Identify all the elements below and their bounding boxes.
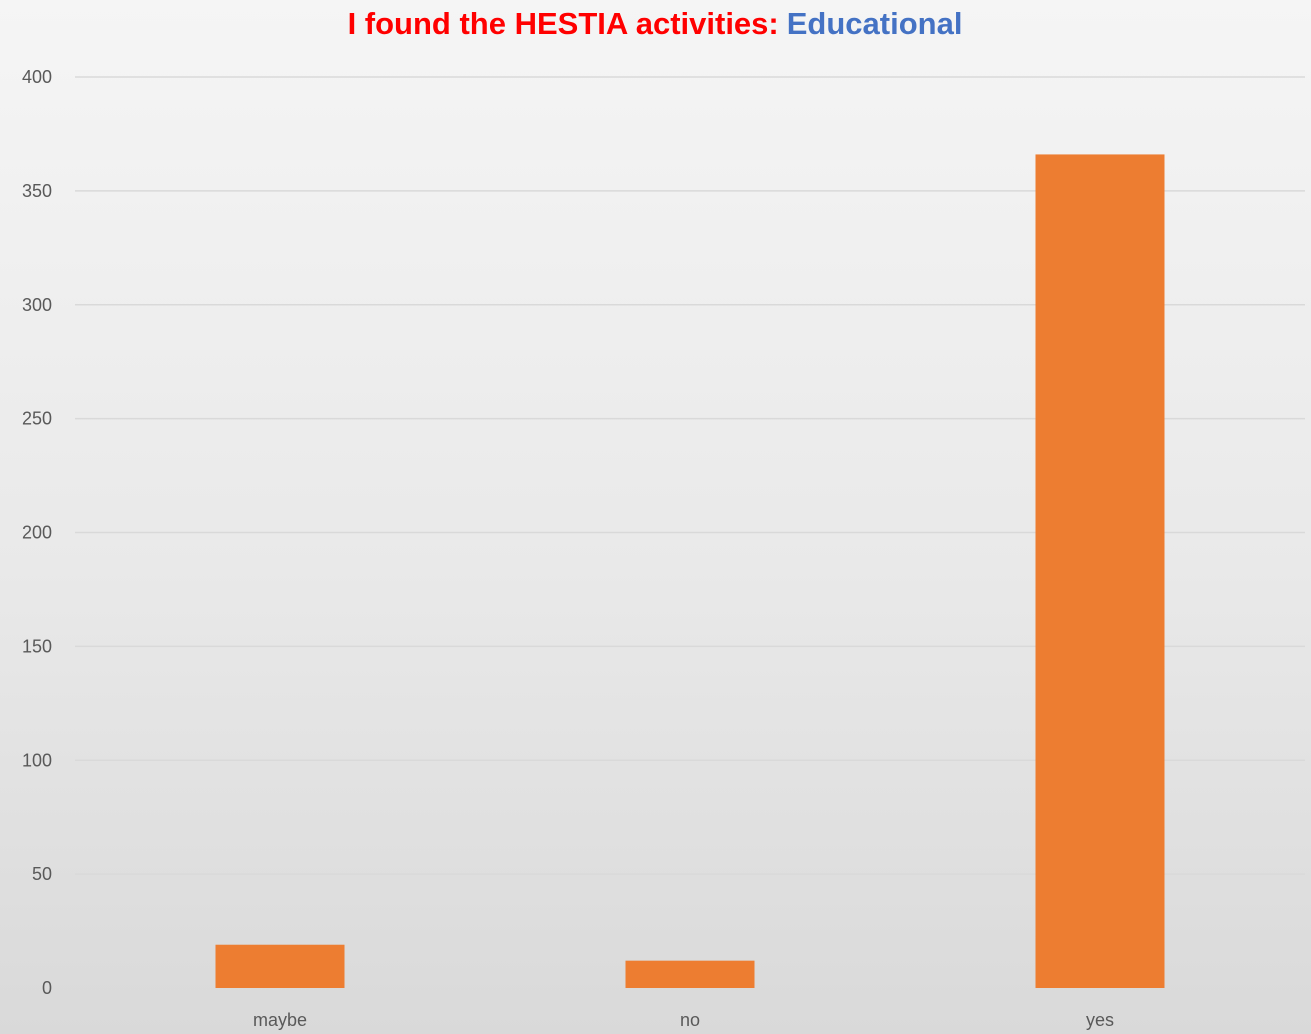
y-tick-label: 0	[42, 978, 52, 998]
bars	[215, 154, 1165, 988]
y-tick-label: 200	[22, 523, 52, 543]
y-tick-label: 100	[22, 750, 52, 770]
x-tick-label: maybe	[253, 1010, 307, 1030]
chart-title: I found the HESTIA activities: Educationa…	[348, 6, 963, 41]
y-tick-label: 300	[22, 295, 52, 315]
y-tick-label: 400	[22, 67, 52, 87]
y-tick-label: 150	[22, 636, 52, 656]
bar-maybe	[215, 944, 345, 988]
chart-title-prefix: I found the HESTIA activities:	[348, 6, 779, 41]
x-tick-label: yes	[1086, 1010, 1114, 1030]
bar-no	[625, 960, 755, 988]
y-tick-label: 350	[22, 181, 52, 201]
chart-title-highlight: Educational	[787, 6, 963, 41]
y-tick-label: 50	[32, 864, 52, 884]
gridlines	[75, 76, 1305, 875]
x-tick-label: no	[680, 1010, 700, 1030]
y-tick-label: 250	[22, 409, 52, 429]
bar-yes	[1035, 154, 1165, 988]
y-axis-ticks: 0 50 100 150 200 250 300 350 400	[22, 67, 52, 998]
x-axis-ticks: maybe no yes	[253, 1010, 1114, 1030]
